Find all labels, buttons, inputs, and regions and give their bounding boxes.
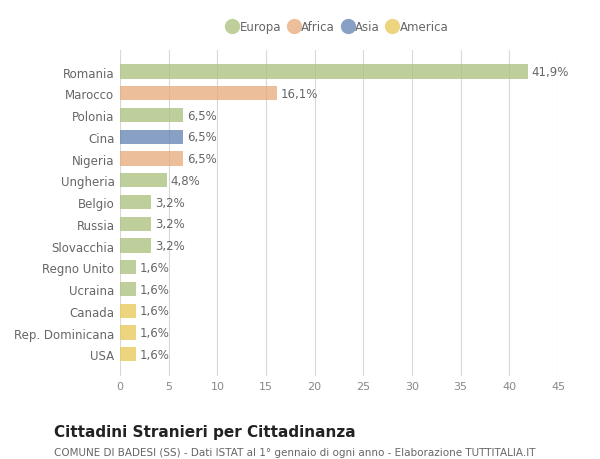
Bar bbox=[120, 152, 183, 166]
Text: 1,6%: 1,6% bbox=[139, 305, 169, 318]
Text: 3,2%: 3,2% bbox=[155, 240, 185, 252]
Text: 3,2%: 3,2% bbox=[155, 196, 185, 209]
Text: 6,5%: 6,5% bbox=[187, 153, 217, 166]
Text: 3,2%: 3,2% bbox=[155, 218, 185, 231]
Bar bbox=[120, 239, 151, 253]
Bar bbox=[120, 109, 183, 123]
Text: 1,6%: 1,6% bbox=[139, 261, 169, 274]
Text: Cittadini Stranieri per Cittadinanza: Cittadini Stranieri per Cittadinanza bbox=[54, 425, 356, 440]
Text: 6,5%: 6,5% bbox=[187, 131, 217, 144]
Bar bbox=[120, 217, 151, 231]
Bar bbox=[120, 304, 136, 318]
Text: 4,8%: 4,8% bbox=[170, 174, 200, 187]
Text: 16,1%: 16,1% bbox=[281, 88, 318, 101]
Bar bbox=[120, 326, 136, 340]
Text: 1,6%: 1,6% bbox=[139, 348, 169, 361]
Text: 41,9%: 41,9% bbox=[532, 66, 569, 79]
Bar bbox=[120, 347, 136, 362]
Bar bbox=[120, 261, 136, 275]
Text: COMUNE DI BADESI (SS) - Dati ISTAT al 1° gennaio di ogni anno - Elaborazione TUT: COMUNE DI BADESI (SS) - Dati ISTAT al 1°… bbox=[54, 448, 536, 458]
Bar bbox=[120, 130, 183, 145]
Text: 1,6%: 1,6% bbox=[139, 326, 169, 339]
Bar bbox=[120, 87, 277, 101]
Bar bbox=[120, 282, 136, 297]
Legend: Europa, Africa, Asia, America: Europa, Africa, Asia, America bbox=[229, 21, 449, 34]
Bar bbox=[120, 196, 151, 210]
Bar bbox=[120, 174, 167, 188]
Text: 1,6%: 1,6% bbox=[139, 283, 169, 296]
Text: 6,5%: 6,5% bbox=[187, 109, 217, 122]
Bar bbox=[120, 65, 528, 79]
